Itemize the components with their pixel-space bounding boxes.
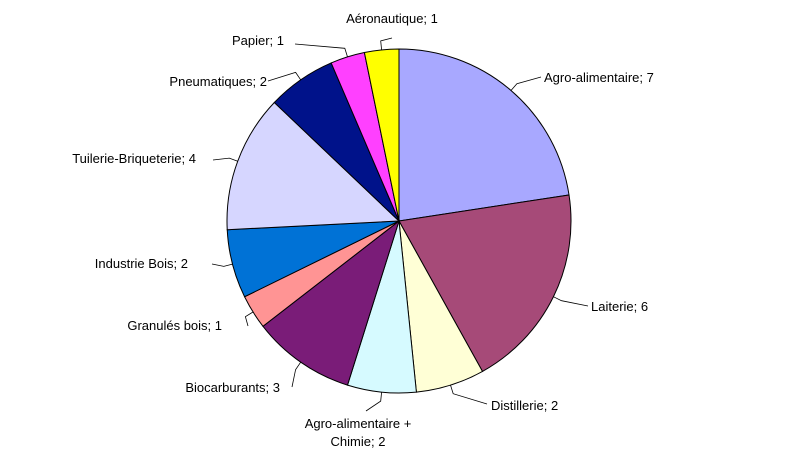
pie-slices (226, 48, 572, 394)
label-biocarburants: Biocarburants; 3 (185, 380, 280, 395)
label-distillerie: Distillerie; 2 (491, 398, 558, 413)
leader-papier (294, 43, 348, 58)
leader-tuilerie-briqueterie (212, 157, 238, 162)
label-pneumatiques: Pneumatiques; 2 (169, 74, 267, 89)
label-agro-alimentaire-chimie-line1: Agro-alimentaire + (305, 416, 412, 431)
leader-agro-alimentaire (510, 76, 542, 91)
label-industrie-bois: Industrie Bois; 2 (95, 256, 188, 271)
label-granules-bois: Granulés bois; 1 (127, 318, 222, 333)
slice-agro-alimentaire (398, 48, 570, 222)
leader-industrie-bois (211, 263, 233, 267)
slice-biocarburants (262, 219, 400, 386)
leader-laiterie (553, 296, 589, 307)
label-papier: Papier; 1 (232, 33, 284, 48)
leader-lines (211, 37, 589, 412)
leader-distillerie (450, 384, 488, 405)
leader-aeronautique (380, 37, 393, 50)
leader-biocarburants (291, 361, 302, 388)
label-agro-alimentaire-chimie-line2: Chimie; 2 (331, 434, 386, 449)
leader-agro-alimentaire-chimie (365, 392, 382, 412)
label-agro-alimentaire: Agro-alimentaire; 7 (544, 70, 654, 85)
leader-granules-bois (244, 311, 254, 327)
label-laiterie: Laiterie; 6 (591, 299, 648, 314)
slice-tuilerie-briqueterie (226, 101, 401, 231)
leader-pneumatiques (267, 71, 302, 82)
label-tuilerie-briqueterie: Tuilerie-Briqueterie; 4 (72, 151, 196, 166)
label-aeronautique: Aéronautique; 1 (346, 11, 438, 26)
